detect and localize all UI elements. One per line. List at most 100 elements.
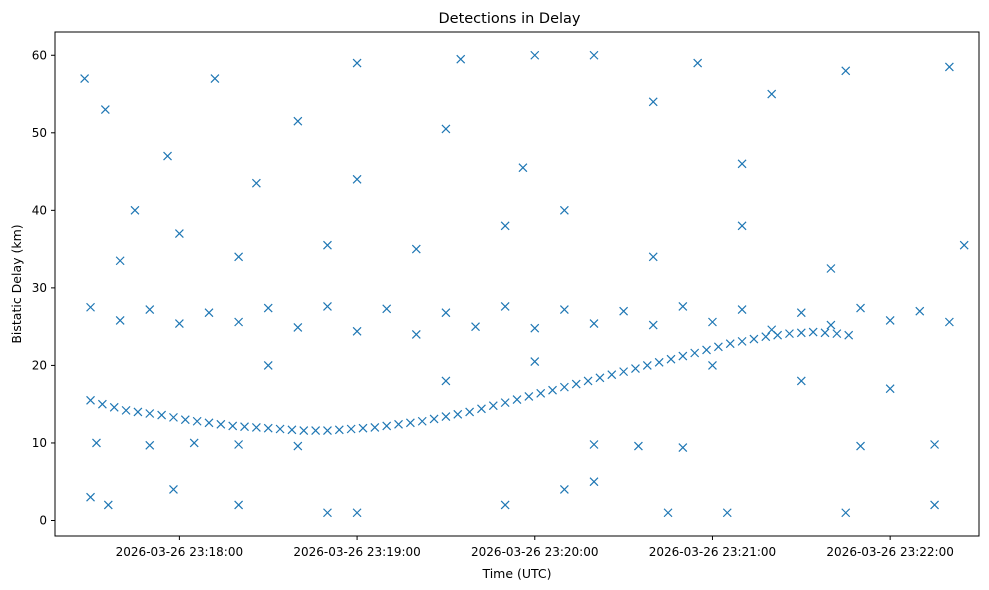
data-point xyxy=(189,438,199,448)
data-point xyxy=(530,357,540,366)
data-point xyxy=(841,508,851,518)
data-point xyxy=(293,322,303,332)
data-point xyxy=(465,407,475,417)
data-point xyxy=(826,264,836,273)
data-point xyxy=(808,327,818,337)
data-point xyxy=(944,62,954,72)
data-point xyxy=(589,440,599,449)
data-point xyxy=(518,163,528,173)
data-point xyxy=(619,306,629,316)
data-point xyxy=(103,500,113,510)
data-point xyxy=(234,317,244,327)
data-point xyxy=(133,407,143,417)
x-tick-label: 2026-03-26 23:18:00 xyxy=(116,545,243,559)
data-point xyxy=(826,320,836,330)
data-point xyxy=(210,74,220,83)
data-point xyxy=(323,508,332,518)
data-point xyxy=(708,360,717,370)
data-point xyxy=(693,58,703,68)
data-point xyxy=(352,508,362,518)
data-point xyxy=(293,116,303,126)
data-point xyxy=(234,500,244,510)
data-point xyxy=(713,342,723,352)
x-tick-label: 2026-03-26 23:21:00 xyxy=(649,545,776,559)
data-point xyxy=(885,316,895,325)
data-point xyxy=(92,438,101,448)
data-point xyxy=(725,339,735,349)
x-tick-label: 2026-03-26 23:20:00 xyxy=(471,545,598,559)
y-tick-label: 30 xyxy=(32,281,47,295)
data-point xyxy=(530,50,540,60)
data-point xyxy=(500,221,510,231)
data-point xyxy=(240,422,249,432)
data-point xyxy=(411,329,421,339)
data-point xyxy=(204,308,214,318)
data-point xyxy=(456,54,466,64)
data-point xyxy=(323,302,332,311)
data-point xyxy=(174,319,184,328)
data-point xyxy=(536,388,546,398)
data-point xyxy=(352,174,362,184)
plot-area-frame xyxy=(54,31,980,537)
data-point xyxy=(856,441,865,451)
data-point xyxy=(145,440,155,450)
data-point xyxy=(145,305,155,315)
data-point xyxy=(512,395,522,404)
data-point xyxy=(441,308,451,318)
data-point xyxy=(654,357,664,367)
data-point xyxy=(130,205,140,215)
data-point xyxy=(767,89,777,99)
data-point xyxy=(796,376,806,386)
data-point xyxy=(121,405,131,415)
data-point xyxy=(86,492,95,502)
data-point xyxy=(441,124,451,134)
data-point xyxy=(234,252,244,262)
data-point xyxy=(796,328,806,338)
data-point xyxy=(299,426,309,435)
y-tick-label: 40 xyxy=(32,203,47,217)
data-point xyxy=(530,323,540,333)
data-point xyxy=(441,376,451,386)
data-point xyxy=(169,485,178,494)
data-point xyxy=(548,385,557,395)
x-tick-label: 2026-03-26 23:22:00 xyxy=(826,545,953,559)
data-point xyxy=(678,351,688,361)
data-point xyxy=(631,364,640,373)
data-point xyxy=(648,320,658,330)
y-axis-ticks: 0 10 20 30 40 50 60 xyxy=(32,48,55,527)
data-point xyxy=(595,373,605,383)
data-point xyxy=(648,97,658,107)
data-point xyxy=(856,303,865,313)
data-point xyxy=(263,303,273,313)
data-point xyxy=(841,66,851,76)
data-point xyxy=(761,332,771,342)
data-point xyxy=(500,302,510,311)
data-point xyxy=(844,330,854,340)
data-point xyxy=(930,500,940,510)
data-point xyxy=(311,426,321,435)
data-point xyxy=(169,412,178,422)
data-point xyxy=(702,345,711,355)
data-point xyxy=(589,319,599,328)
data-point xyxy=(737,159,747,169)
data-point xyxy=(767,325,777,335)
data-point xyxy=(441,412,451,422)
chart-title: Detections in Delay xyxy=(438,11,580,27)
data-point xyxy=(204,418,214,428)
data-point xyxy=(234,440,244,449)
data-point xyxy=(915,306,925,316)
data-point xyxy=(737,336,747,346)
data-point xyxy=(293,441,303,451)
data-point xyxy=(80,74,90,83)
data-point xyxy=(524,392,534,401)
data-point xyxy=(405,418,415,428)
data-point xyxy=(571,379,581,389)
data-point xyxy=(109,402,119,412)
data-point xyxy=(417,416,427,426)
data-point xyxy=(648,252,658,262)
data-point xyxy=(737,221,747,231)
data-point xyxy=(263,360,273,370)
data-point xyxy=(678,302,688,311)
data-point xyxy=(394,419,403,429)
